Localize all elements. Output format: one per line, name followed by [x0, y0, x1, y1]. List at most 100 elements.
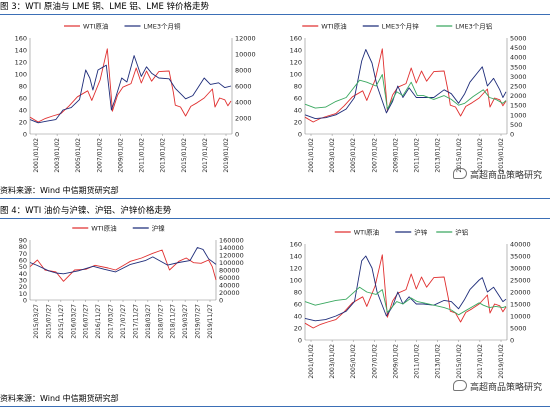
x-tick-label: 2009/01/02 — [392, 344, 399, 379]
legend-label: LME3个月铜 — [144, 22, 181, 31]
y-left-tick-label: 20 — [294, 325, 302, 333]
y-left-tick-label: 120 — [15, 59, 27, 67]
y-left-tick-label: 70 — [19, 250, 27, 258]
y-left-tick-label: 160 — [15, 35, 27, 43]
x-tick-label: 2019/11/27 — [207, 304, 214, 339]
y-left-tick-label: 80 — [294, 289, 302, 297]
x-tick-label: 2019/01/02 — [498, 344, 505, 379]
y-right-tick-label: 10000 — [510, 313, 531, 321]
y-right-tick-label: 2500 — [510, 83, 527, 91]
y-left-tick-label: 100 — [15, 71, 27, 79]
legend-label: WTI原油 — [83, 22, 108, 31]
y-left-tick-label: 60 — [294, 95, 302, 103]
x-tick-label: 2016/11/27 — [95, 304, 102, 339]
x-tick-label: 2015/01/02 — [181, 138, 188, 173]
y-left-tick-label: 60 — [19, 95, 27, 103]
figure3-source-text: 资料来源：Wind 中信期货研究部 — [0, 186, 119, 195]
y-right-tick-label: 160000 — [219, 237, 244, 245]
chart-wti-shfe-nickel: 0102030405060708090020000400006000080000… — [19, 224, 244, 339]
series-line — [304, 255, 507, 322]
legend-label: 沪铝 — [455, 228, 468, 237]
watermark-text: 高超商品策略研究 — [469, 171, 542, 181]
figure4-source-text: 资料来源：Wind 中信期货研究部 — [0, 394, 119, 403]
y-right-tick-label: 500 — [510, 121, 522, 129]
x-tick-label: 2007/01/02 — [96, 138, 103, 173]
y-left-tick-label: 80 — [19, 83, 27, 91]
x-tick-label: 2017/01/02 — [477, 138, 484, 173]
y-left-tick-label: 30 — [19, 277, 27, 285]
y-right-tick-label: 2000 — [235, 115, 252, 123]
x-tick-label: 2017/01/02 — [477, 344, 484, 379]
legend-label: LME3个月铝 — [455, 22, 492, 31]
x-tick-label: 2019/01/02 — [498, 138, 505, 173]
x-tick-label: 2016/07/27 — [83, 304, 90, 339]
x-tick-label: 2003/01/02 — [329, 138, 336, 173]
chart-panel-wti-shfe-nickel: 0 10 20 30 40 50 60 70 80 90 0 20000 40000 60000 80000… — [0, 222, 275, 367]
x-tick-label: 2015/07/27 — [45, 304, 52, 339]
y-right-tick-label: 4000 — [510, 54, 527, 62]
y-right-tick-label: 15000 — [510, 301, 531, 309]
wechat-icon — [452, 168, 467, 179]
y-left-tick-label: 20 — [294, 119, 302, 127]
series-line — [29, 247, 217, 275]
y-right-tick-label: 5000 — [510, 325, 527, 333]
x-tick-label: 2013/01/02 — [435, 138, 442, 173]
y-right-tick-label: 40000 — [510, 241, 531, 249]
watermark: 高超商品策略研究 — [452, 168, 542, 181]
y-right-tick-label: 20000 — [510, 289, 531, 297]
y-left-tick-label: 50 — [19, 263, 27, 271]
y-left-tick-label: 120 — [290, 265, 302, 273]
y-right-tick-label: 0 — [510, 337, 514, 345]
x-tick-label: 2015/03/27 — [33, 304, 40, 339]
x-tick-label: 2018/03/27 — [145, 304, 152, 339]
y-right-tick-label: 35000 — [510, 253, 531, 261]
figure3-source: 资料来源：Wind 中信期货研究部 — [0, 184, 550, 199]
series-line — [304, 254, 507, 329]
x-tick-label: 2015/01/02 — [456, 344, 463, 379]
y-right-tick-label: 140000 — [219, 244, 244, 252]
x-tick-label: 2005/01/02 — [350, 344, 357, 379]
y-left-tick-label: 120 — [290, 59, 302, 67]
x-tick-label: 2011/01/02 — [139, 138, 146, 173]
x-tick-label: 2013/01/02 — [435, 344, 442, 379]
x-tick-label: 2007/01/02 — [371, 344, 378, 379]
x-tick-label: 2015/01/02 — [456, 138, 463, 173]
x-tick-label: 2017/07/27 — [120, 304, 127, 339]
y-right-tick-label: 20000 — [219, 289, 240, 297]
series-line — [29, 48, 232, 123]
x-tick-label: 2003/01/02 — [329, 344, 336, 379]
y-left-tick-label: 40 — [19, 270, 27, 278]
legend-label: LME3个月锌 — [382, 22, 419, 31]
y-left-tick-label: 40 — [294, 107, 302, 115]
chart-wti-shfe-zinc-aluminum: 0 20 40 60 80 100 120 140 160 0 5000 10000 15000 2000… — [290, 228, 531, 379]
chart-panel-wti-shfe-zinc-aluminum: 0 20 40 60 80 100 120 140 160 0 5000 10000 15000 2000… — [275, 222, 550, 382]
figure3-title: 图 3：WTI 原油与 LME 铜、LME 铝、LME 锌价格走势 — [0, 0, 550, 15]
series-line — [29, 55, 232, 124]
y-left-tick-label: 20 — [19, 119, 27, 127]
y-right-tick-label: 100000 — [219, 259, 244, 267]
watermark-text: 高超商品策略研究 — [469, 383, 542, 393]
y-right-tick-label: 4000 — [235, 99, 252, 107]
x-tick-label: 2011/01/02 — [414, 344, 421, 379]
series-line — [304, 49, 507, 120]
x-tick-label: 2019/07/27 — [195, 304, 202, 339]
y-left-tick-label: 160 — [290, 241, 302, 249]
y-right-tick-label: 10000 — [235, 51, 256, 59]
legend-label: 沪镍 — [152, 224, 166, 233]
y-right-tick-label: 80000 — [219, 267, 240, 275]
y-right-tick-label: 2000 — [510, 92, 527, 100]
y-left-tick-label: 160 — [290, 35, 302, 43]
x-tick-label: 2009/01/02 — [117, 138, 124, 173]
y-left-tick-label: 140 — [15, 47, 27, 55]
y-left-tick-label: 40 — [294, 313, 302, 321]
x-tick-label: 2019/03/27 — [182, 304, 189, 339]
x-tick-label: 2018/07/27 — [157, 304, 164, 339]
figure4-source: 资料来源：Wind 中信期货研究部 — [0, 392, 550, 407]
y-right-tick-label: 3500 — [510, 63, 527, 71]
y-left-tick-label: 10 — [19, 290, 27, 298]
x-tick-label: 2019/01/02 — [223, 138, 230, 173]
legend-label: WTI原油 — [91, 224, 116, 233]
y-left-tick-label: 80 — [19, 243, 27, 251]
y-right-tick-label: 25000 — [510, 277, 531, 285]
